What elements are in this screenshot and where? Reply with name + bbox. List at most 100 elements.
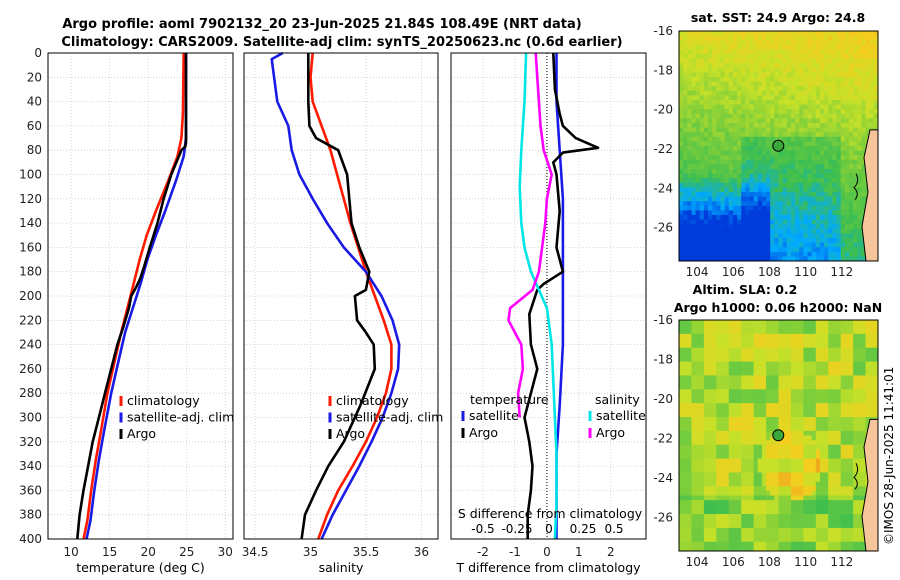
y-tick-label: 240 <box>19 338 42 352</box>
map-cell <box>766 31 771 36</box>
map-cell <box>679 251 684 257</box>
map-cell <box>811 366 817 372</box>
map-cell <box>832 127 837 133</box>
map-cell <box>699 136 705 142</box>
map-cell <box>732 251 738 257</box>
map-cell <box>708 251 713 257</box>
map-cell <box>832 215 837 220</box>
map-cell <box>840 49 846 55</box>
map-cell <box>861 403 866 409</box>
map-cell <box>819 169 825 174</box>
map-cell <box>766 384 771 390</box>
map-cell <box>836 352 842 358</box>
map-cell <box>803 467 808 473</box>
map-cell <box>836 141 842 147</box>
map-cell <box>832 109 837 115</box>
map-cell <box>737 375 742 381</box>
map-cell <box>687 256 692 262</box>
map-cell <box>836 242 842 248</box>
map-cell <box>687 407 692 413</box>
map-cell <box>819 518 825 524</box>
map-cell <box>815 228 821 234</box>
map-cell <box>716 72 721 78</box>
map-cell <box>778 113 784 119</box>
map-cell <box>732 393 738 399</box>
map-cell <box>724 500 730 506</box>
map-cell <box>757 361 763 367</box>
map-cell <box>824 164 829 170</box>
map-cell <box>753 426 759 432</box>
map-cell <box>828 146 833 151</box>
map-cell <box>753 219 759 225</box>
map-cell <box>679 132 684 138</box>
y-tick-label: 200 <box>19 289 42 303</box>
map-cell <box>687 417 692 423</box>
map-cell <box>840 210 846 216</box>
map-cell <box>679 375 684 381</box>
map-cell <box>828 380 833 386</box>
map-cell <box>683 215 688 220</box>
map-cell <box>695 58 701 64</box>
map-cell <box>720 210 726 216</box>
map-cell <box>712 518 717 524</box>
map-cell <box>683 86 688 92</box>
map-cell <box>695 509 701 515</box>
map-cell <box>720 136 726 142</box>
map-cell <box>687 486 692 492</box>
map-cell <box>749 228 755 234</box>
map-cell <box>757 178 763 184</box>
map-cell <box>757 109 763 115</box>
map-cell <box>703 320 709 326</box>
map-cell <box>828 187 833 193</box>
map-cell <box>824 486 829 492</box>
map-cell <box>703 256 709 262</box>
map-cell <box>741 178 746 184</box>
map-cell <box>716 210 721 216</box>
map-cell <box>745 95 750 101</box>
map-cell <box>782 463 788 469</box>
map-cell <box>836 546 842 552</box>
map-cell <box>761 514 767 520</box>
map-cell <box>770 403 775 409</box>
x-axis-label: salinity <box>319 560 364 575</box>
map-cell <box>687 192 692 197</box>
map-cell <box>691 356 696 362</box>
map-cell <box>819 256 825 262</box>
map-cell <box>865 356 871 362</box>
map-cell <box>770 412 775 418</box>
map-cell <box>828 113 833 119</box>
map-cell <box>795 403 800 409</box>
map-cell <box>832 35 837 41</box>
map-cell <box>757 407 763 413</box>
map-cell <box>720 463 726 469</box>
map-cell <box>683 224 688 230</box>
map-cell <box>807 192 813 197</box>
map-cell <box>737 361 742 367</box>
map-cell <box>861 123 866 128</box>
map-cell <box>811 541 817 547</box>
map-cell <box>865 54 871 59</box>
map-cell <box>695 136 701 142</box>
map-cell <box>720 40 726 46</box>
map-cell <box>766 486 771 492</box>
map-cell <box>753 67 759 73</box>
map-cell <box>749 86 755 92</box>
map-cell <box>803 412 808 418</box>
map-y-tick-label: -22 <box>653 431 673 445</box>
map-cell <box>778 90 784 96</box>
map-cell <box>840 155 846 161</box>
map-cell <box>712 463 717 469</box>
map-cell <box>712 527 717 533</box>
map-cell <box>683 389 688 395</box>
map-cell <box>741 546 746 552</box>
map-cell <box>778 251 784 257</box>
map-cell <box>732 504 738 510</box>
map-cell <box>757 356 763 362</box>
map-cell <box>795 426 800 432</box>
map-cell <box>844 490 850 496</box>
map-cell <box>687 31 692 36</box>
map-cell <box>695 356 701 362</box>
map-cell <box>790 132 796 138</box>
map-cell <box>716 440 721 446</box>
y-tick-label: 120 <box>19 192 42 206</box>
